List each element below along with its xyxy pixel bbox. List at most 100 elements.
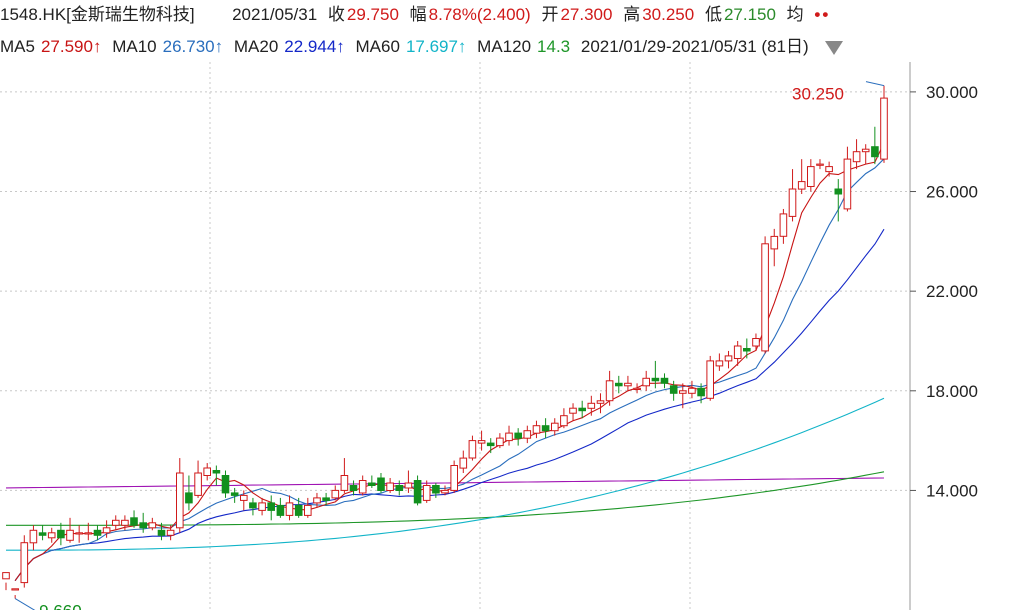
candle-up bbox=[285, 502, 294, 516]
candle-up bbox=[505, 432, 513, 442]
candle-down bbox=[349, 485, 358, 491]
candle-up bbox=[861, 148, 870, 153]
candle-up bbox=[706, 360, 715, 399]
candle-up bbox=[779, 213, 788, 237]
candle-up bbox=[807, 166, 815, 187]
candle-down bbox=[743, 348, 751, 352]
candle-up bbox=[11, 588, 19, 591]
open-value: 27.300 bbox=[560, 5, 613, 24]
candle-down bbox=[413, 480, 422, 504]
candle-up bbox=[358, 480, 367, 494]
candle-up bbox=[532, 425, 541, 434]
candle-up bbox=[624, 382, 632, 387]
min-pointer bbox=[14, 598, 36, 610]
min-label: 9.660 bbox=[39, 602, 82, 610]
candle-up bbox=[404, 482, 413, 489]
candle-up bbox=[843, 158, 852, 210]
candle-up bbox=[688, 387, 696, 394]
candle-up bbox=[569, 407, 577, 414]
more-indicator[interactable]: •• bbox=[814, 5, 831, 24]
candle-down bbox=[871, 146, 879, 158]
ma5-value: 27.590↑ bbox=[40, 37, 102, 56]
y-tick-label: 30.000 bbox=[926, 83, 978, 102]
candlestick-chart: 30.000 26.000 22.000 18.000 14.000 30.250 9.6… bbox=[0, 62, 978, 610]
candle-down bbox=[157, 529, 166, 536]
candle-up bbox=[75, 532, 84, 535]
candle-down bbox=[93, 529, 102, 536]
candle-down bbox=[57, 529, 65, 539]
candle-down bbox=[486, 442, 495, 447]
ma60-line bbox=[6, 397, 885, 551]
y-tick-label: 26.000 bbox=[926, 183, 978, 202]
candle-up bbox=[633, 387, 641, 390]
ma10-value: 26.730↑ bbox=[162, 37, 224, 56]
close-value: 29.750 bbox=[346, 5, 399, 24]
candle-down bbox=[395, 485, 404, 491]
change-label: 幅 bbox=[409, 5, 427, 24]
candle-down bbox=[834, 188, 843, 195]
date-range: 2021/01/29-2021/05/31 (81日) bbox=[580, 37, 809, 56]
candle-up bbox=[148, 522, 157, 529]
y-axis: 30.000 26.000 22.000 18.000 14.000 bbox=[910, 83, 978, 500]
candle-down bbox=[541, 425, 550, 432]
ma10-label: MA10 bbox=[112, 37, 157, 56]
extreme-markers: 30.250 9.660 bbox=[14, 81, 885, 610]
ma60-label: MA60 bbox=[355, 37, 400, 56]
candle-up bbox=[47, 532, 56, 539]
candle-up bbox=[788, 188, 797, 217]
stock-name: [金斯瑞生物科技] bbox=[66, 5, 195, 24]
candle-up bbox=[797, 181, 806, 190]
ma5-label: MA5 bbox=[0, 37, 35, 56]
candle-up bbox=[340, 475, 349, 491]
candle-up bbox=[441, 489, 449, 494]
candle-up bbox=[112, 519, 120, 526]
avg-label: 均 bbox=[786, 5, 804, 24]
candle-down bbox=[267, 502, 275, 511]
candle-up bbox=[66, 529, 74, 541]
candle-up bbox=[816, 163, 824, 166]
candle-up bbox=[468, 440, 477, 459]
candle-up bbox=[596, 400, 605, 404]
max-pointer bbox=[865, 81, 885, 87]
candle-up bbox=[176, 472, 184, 529]
candle-up bbox=[29, 529, 38, 544]
candle-up bbox=[386, 482, 394, 491]
candle-up bbox=[605, 380, 614, 402]
candle-down bbox=[651, 377, 660, 382]
candle-down bbox=[38, 532, 47, 536]
ma10-line bbox=[14, 158, 885, 582]
candle-up bbox=[258, 502, 266, 511]
candle-up bbox=[203, 467, 211, 476]
candle-down bbox=[660, 377, 669, 384]
ma20-label: MA20 bbox=[233, 37, 279, 56]
candle-up bbox=[240, 494, 248, 501]
open-label: 开 bbox=[541, 5, 559, 24]
candle-up bbox=[587, 402, 596, 409]
candle-up bbox=[496, 437, 504, 447]
candle-up bbox=[761, 243, 769, 352]
candle-down bbox=[276, 504, 285, 516]
ma-legend-row: MA5 27.590↑ MA10 26.730↑ MA20 22.944↑ MA60 1… bbox=[0, 36, 844, 58]
candle-down bbox=[514, 432, 523, 439]
candle-up bbox=[770, 235, 779, 250]
moving-average-lines bbox=[5, 142, 885, 582]
close-label: 收 bbox=[327, 5, 345, 24]
candle-up bbox=[724, 355, 733, 362]
candle-up bbox=[715, 360, 724, 367]
ma60-value: 17.697↑ bbox=[405, 37, 467, 56]
ma120-label: MA120 bbox=[477, 37, 532, 56]
candle-down bbox=[249, 502, 257, 509]
dropdown-arrow-icon[interactable] bbox=[825, 40, 844, 55]
y-tick-label: 22.000 bbox=[926, 282, 978, 301]
y-tick-label: 14.000 bbox=[926, 481, 978, 500]
y-tick-label: 18.000 bbox=[926, 382, 978, 401]
candle-up bbox=[477, 440, 486, 444]
candle-up bbox=[523, 430, 532, 439]
change-value: 8.78%(2.400) bbox=[428, 5, 531, 24]
candle-down bbox=[697, 387, 705, 397]
candle-down bbox=[432, 485, 440, 494]
ma20-line bbox=[14, 228, 885, 582]
candle-up bbox=[825, 166, 833, 173]
candle-down bbox=[230, 492, 239, 496]
candle-down bbox=[294, 504, 303, 516]
